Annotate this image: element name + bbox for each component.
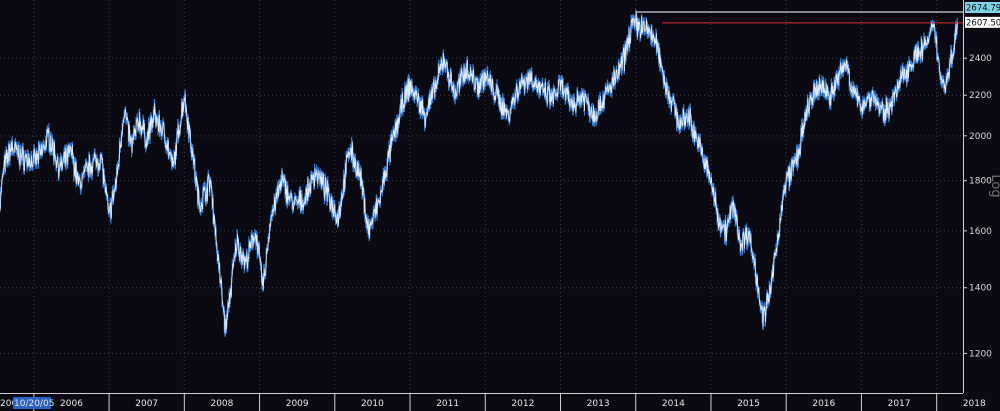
x-tick-label: 2018 [963,399,986,409]
y-axis-label: Log [988,174,1000,197]
x-tick-label: 2009 [286,399,309,409]
start-date-label: 10/20/05 [14,399,54,409]
x-tick-label: 2006 [60,399,83,409]
reference-badge-label: 2607.50 [966,18,1000,28]
reference-badge [965,2,1000,13]
x-tick-label: 2013 [587,399,610,409]
y-tick-label: 1800 [969,177,992,187]
x-tick-label: 2015 [737,399,760,409]
reference-badge [965,16,1000,28]
y-tick-label: 2200 [969,91,992,101]
x-tick-label: 2010 [361,399,384,409]
x-tick-label: 2011 [436,399,459,409]
reference-lines: 2674.796 2607.50 [635,2,1000,28]
y-tick-label: 1200 [969,349,992,359]
x-tick-label: 2007 [135,399,158,409]
x-tick-label: 2014 [662,399,685,409]
y-tick-label: 2000 [969,132,992,142]
reference-badge-label: 2674.796 [966,4,1000,14]
y-tick-label: 1400 [969,284,992,294]
x-tick-label: 2008 [210,399,233,409]
grid-lines [0,0,963,393]
x-tick-label: 2016 [812,399,835,409]
y-axis: 1200 1400 1600 1800 2000 2200 2400 [963,0,992,393]
plot-background [0,0,963,393]
x-tick-label: 2012 [511,399,534,409]
x-tick-label: 2017 [888,399,911,409]
price-line [0,13,959,334]
price-series [0,9,959,337]
y-tick-label: 2400 [969,54,992,64]
x-axis: 2006 2007 2008 2009 2010 2011 2012 2013 2014 2015… [0,393,1000,411]
start-date-highlight [13,397,51,409]
start-date-prefix: 200 [0,399,17,409]
x-axis-band [0,393,1000,411]
y-tick-label: 1600 [969,227,992,237]
